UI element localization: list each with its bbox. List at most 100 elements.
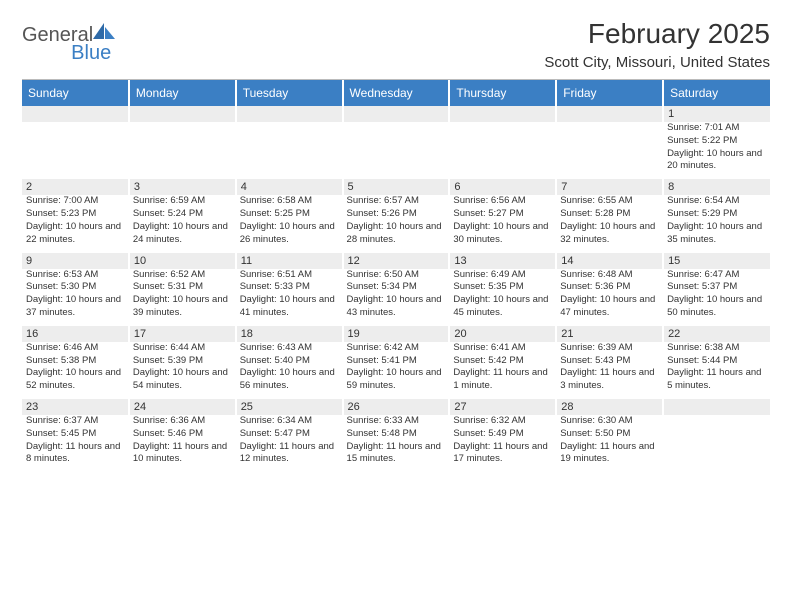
day-info-line: Sunrise: 6:49 AM bbox=[453, 269, 552, 282]
day-info-line: Sunrise: 6:46 AM bbox=[26, 342, 125, 355]
day-info-line: Sunrise: 6:37 AM bbox=[26, 415, 125, 428]
day-number-cell: 10 bbox=[129, 253, 236, 269]
day-info-line: Daylight: 10 hours and 50 minutes. bbox=[667, 294, 766, 320]
day-number-cell: 2 bbox=[22, 179, 129, 195]
day-content-row: Sunrise: 6:46 AMSunset: 5:38 PMDaylight:… bbox=[22, 342, 770, 399]
day-content-cell: Sunrise: 6:37 AMSunset: 5:45 PMDaylight:… bbox=[22, 415, 129, 472]
day-number-cell: 3 bbox=[129, 179, 236, 195]
day-number-cell: 9 bbox=[22, 253, 129, 269]
col-wednesday: Wednesday bbox=[343, 80, 450, 106]
day-number-cell: 27 bbox=[449, 399, 556, 415]
col-tuesday: Tuesday bbox=[236, 80, 343, 106]
month-title: February 2025 bbox=[544, 18, 770, 50]
day-info-line: Sunset: 5:31 PM bbox=[133, 281, 232, 294]
day-content-cell: Sunrise: 6:32 AMSunset: 5:49 PMDaylight:… bbox=[449, 415, 556, 472]
day-info-line: Sunrise: 6:32 AM bbox=[453, 415, 552, 428]
day-info-line: Daylight: 10 hours and 35 minutes. bbox=[667, 221, 766, 247]
day-number-row: 1 bbox=[22, 106, 770, 122]
day-content-cell: Sunrise: 6:46 AMSunset: 5:38 PMDaylight:… bbox=[22, 342, 129, 399]
day-info-line: Sunset: 5:34 PM bbox=[347, 281, 446, 294]
day-content-cell: Sunrise: 6:39 AMSunset: 5:43 PMDaylight:… bbox=[556, 342, 663, 399]
day-info-line: Sunrise: 6:47 AM bbox=[667, 269, 766, 282]
day-info-line: Sunset: 5:27 PM bbox=[453, 208, 552, 221]
day-info-line: Daylight: 11 hours and 15 minutes. bbox=[347, 441, 446, 467]
day-info-line: Sunset: 5:29 PM bbox=[667, 208, 766, 221]
calendar-body: 1Sunrise: 7:01 AMSunset: 5:22 PMDaylight… bbox=[22, 106, 770, 472]
day-number-cell: 15 bbox=[663, 253, 770, 269]
day-content-cell: Sunrise: 6:48 AMSunset: 5:36 PMDaylight:… bbox=[556, 269, 663, 326]
day-info-line: Daylight: 10 hours and 30 minutes. bbox=[453, 221, 552, 247]
day-info-line: Sunset: 5:40 PM bbox=[240, 355, 339, 368]
day-content-cell: Sunrise: 6:43 AMSunset: 5:40 PMDaylight:… bbox=[236, 342, 343, 399]
day-number-cell: 1 bbox=[663, 106, 770, 122]
day-info-line: Daylight: 11 hours and 1 minute. bbox=[453, 367, 552, 393]
day-info-line: Daylight: 11 hours and 5 minutes. bbox=[667, 367, 766, 393]
day-number-cell: 22 bbox=[663, 326, 770, 342]
day-info-line: Sunrise: 6:51 AM bbox=[240, 269, 339, 282]
day-number-cell bbox=[556, 106, 663, 122]
day-content-cell bbox=[129, 122, 236, 179]
day-content-row: Sunrise: 7:01 AMSunset: 5:22 PMDaylight:… bbox=[22, 122, 770, 179]
day-info-line: Daylight: 10 hours and 43 minutes. bbox=[347, 294, 446, 320]
day-content-cell: Sunrise: 6:58 AMSunset: 5:25 PMDaylight:… bbox=[236, 195, 343, 252]
day-content-cell: Sunrise: 6:36 AMSunset: 5:46 PMDaylight:… bbox=[129, 415, 236, 472]
day-info-line: Daylight: 11 hours and 17 minutes. bbox=[453, 441, 552, 467]
day-info-line: Daylight: 10 hours and 52 minutes. bbox=[26, 367, 125, 393]
day-content-cell: Sunrise: 6:55 AMSunset: 5:28 PMDaylight:… bbox=[556, 195, 663, 252]
day-number-cell: 7 bbox=[556, 179, 663, 195]
day-info-line: Sunrise: 6:56 AM bbox=[453, 195, 552, 208]
logo: General Blue bbox=[22, 24, 157, 47]
day-info-line: Daylight: 10 hours and 24 minutes. bbox=[133, 221, 232, 247]
day-info-line: Sunset: 5:41 PM bbox=[347, 355, 446, 368]
day-header-row: Sunday Monday Tuesday Wednesday Thursday… bbox=[22, 80, 770, 106]
day-content-row: Sunrise: 7:00 AMSunset: 5:23 PMDaylight:… bbox=[22, 195, 770, 252]
day-info-line: Daylight: 11 hours and 8 minutes. bbox=[26, 441, 125, 467]
day-info-line: Sunrise: 6:36 AM bbox=[133, 415, 232, 428]
day-info-line: Daylight: 10 hours and 39 minutes. bbox=[133, 294, 232, 320]
logo-sail-icon bbox=[93, 23, 115, 39]
day-info-line: Daylight: 10 hours and 22 minutes. bbox=[26, 221, 125, 247]
day-content-cell: Sunrise: 6:51 AMSunset: 5:33 PMDaylight:… bbox=[236, 269, 343, 326]
day-number-cell: 28 bbox=[556, 399, 663, 415]
day-info-line: Sunset: 5:35 PM bbox=[453, 281, 552, 294]
day-number-cell: 8 bbox=[663, 179, 770, 195]
day-info-line: Sunset: 5:33 PM bbox=[240, 281, 339, 294]
day-number-cell: 14 bbox=[556, 253, 663, 269]
day-info-line: Sunset: 5:38 PM bbox=[26, 355, 125, 368]
day-info-line: Daylight: 10 hours and 37 minutes. bbox=[26, 294, 125, 320]
day-content-cell: Sunrise: 6:38 AMSunset: 5:44 PMDaylight:… bbox=[663, 342, 770, 399]
day-number-cell bbox=[129, 106, 236, 122]
day-info-line: Sunrise: 6:43 AM bbox=[240, 342, 339, 355]
col-friday: Friday bbox=[556, 80, 663, 106]
page-header: General Blue February 2025 Scott City, M… bbox=[22, 18, 770, 71]
day-number-cell: 19 bbox=[343, 326, 450, 342]
day-info-line: Sunset: 5:45 PM bbox=[26, 428, 125, 441]
day-info-line: Daylight: 11 hours and 10 minutes. bbox=[133, 441, 232, 467]
day-info-line: Sunset: 5:28 PM bbox=[560, 208, 659, 221]
day-content-row: Sunrise: 6:53 AMSunset: 5:30 PMDaylight:… bbox=[22, 269, 770, 326]
day-number-row: 16171819202122 bbox=[22, 326, 770, 342]
day-number-cell bbox=[22, 106, 129, 122]
day-info-line: Sunset: 5:50 PM bbox=[560, 428, 659, 441]
day-info-line: Sunrise: 6:39 AM bbox=[560, 342, 659, 355]
day-info-line: Daylight: 10 hours and 56 minutes. bbox=[240, 367, 339, 393]
day-content-cell: Sunrise: 6:50 AMSunset: 5:34 PMDaylight:… bbox=[343, 269, 450, 326]
day-number-cell: 4 bbox=[236, 179, 343, 195]
day-info-line: Sunrise: 6:50 AM bbox=[347, 269, 446, 282]
day-info-line: Sunset: 5:46 PM bbox=[133, 428, 232, 441]
day-number-cell: 17 bbox=[129, 326, 236, 342]
day-content-cell bbox=[236, 122, 343, 179]
col-thursday: Thursday bbox=[449, 80, 556, 106]
day-info-line: Sunrise: 6:55 AM bbox=[560, 195, 659, 208]
day-content-cell: Sunrise: 6:56 AMSunset: 5:27 PMDaylight:… bbox=[449, 195, 556, 252]
day-content-cell bbox=[22, 122, 129, 179]
day-info-line: Sunset: 5:47 PM bbox=[240, 428, 339, 441]
day-info-line: Daylight: 10 hours and 28 minutes. bbox=[347, 221, 446, 247]
day-info-line: Daylight: 11 hours and 12 minutes. bbox=[240, 441, 339, 467]
day-info-line: Sunset: 5:48 PM bbox=[347, 428, 446, 441]
day-info-line: Sunset: 5:42 PM bbox=[453, 355, 552, 368]
day-number-cell: 5 bbox=[343, 179, 450, 195]
day-info-line: Sunrise: 6:38 AM bbox=[667, 342, 766, 355]
day-info-line: Sunrise: 7:00 AM bbox=[26, 195, 125, 208]
day-number-cell: 25 bbox=[236, 399, 343, 415]
